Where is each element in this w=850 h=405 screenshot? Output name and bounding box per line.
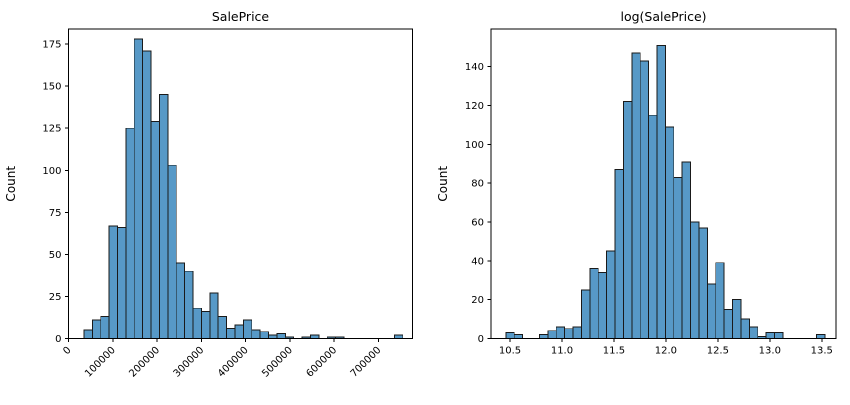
histogram-bar <box>100 316 110 339</box>
y-tick-label: 175 <box>42 40 61 51</box>
histogram-bar <box>268 334 278 339</box>
histogram-bar <box>614 169 624 339</box>
y-tick-label: 140 <box>465 62 484 73</box>
left-chart: 0 25 50 75 100 125 150 175 0 100000 200000 300000 40… <box>4 9 413 380</box>
histogram-bar <box>732 299 742 339</box>
histogram-bar <box>597 272 608 339</box>
histogram-bar <box>209 292 219 339</box>
histogram-bar <box>723 308 734 339</box>
histogram-bar <box>656 44 666 339</box>
x-tick-label: 10.5 <box>499 346 521 357</box>
histogram-bar <box>572 326 582 339</box>
x-tick-label: 200000 <box>127 345 162 380</box>
y-tick-label: 25 <box>49 292 62 303</box>
x-tick-label: 13.5 <box>811 346 833 357</box>
x-tick-label: 12.5 <box>707 346 729 357</box>
histogram-bar <box>706 283 717 339</box>
y-tick-label: 60 <box>471 218 484 229</box>
right-chart: 0 20 40 60 80 100 120 140 10.5 11.0 11.5 12.0 12.5 13… <box>436 9 837 357</box>
chart-title: log(SalePrice) <box>620 9 706 24</box>
histogram-bar <box>539 334 549 339</box>
histogram-bar <box>150 121 160 339</box>
histogram-bar <box>175 262 186 339</box>
histogram-bar <box>217 316 228 339</box>
x-tick-label: 11.5 <box>603 346 625 357</box>
histogram-bar <box>606 250 616 339</box>
y-tick-label: 150 <box>42 82 61 93</box>
x-tick-label: 13.0 <box>759 346 781 357</box>
y-tick-label: 100 <box>465 140 484 151</box>
histogram-bar <box>648 114 658 339</box>
histogram-bar <box>622 101 633 339</box>
histogram-bar <box>226 327 236 339</box>
y-tick-label: 0 <box>55 334 61 345</box>
histogram-bar <box>589 268 599 339</box>
histogram-bar <box>681 161 692 339</box>
y-tick-label: 75 <box>49 208 62 219</box>
x-tick-label: 100000 <box>83 345 118 380</box>
y-axis-label: Count <box>436 166 450 202</box>
histogram-bar <box>192 307 202 339</box>
x-tick-label: 300000 <box>172 345 207 380</box>
x-tick-label: 11.0 <box>551 346 573 357</box>
y-tick-label: 50 <box>49 250 62 261</box>
y-tick-label: 80 <box>471 179 484 190</box>
histogram-bar <box>715 262 725 339</box>
plot-border <box>68 28 413 339</box>
histogram-bar <box>631 52 641 339</box>
histogram-bar <box>310 334 320 339</box>
histogram-bar <box>108 225 118 339</box>
x-tick-label: 700000 <box>349 345 384 380</box>
histogram-bar <box>564 328 574 339</box>
histogram-bar <box>698 227 708 339</box>
histogram-bar <box>690 221 700 339</box>
y-tick-label: 20 <box>471 295 484 306</box>
histogram-bar <box>200 311 211 339</box>
histogram-bar <box>259 331 269 339</box>
y-tick-label: 120 <box>465 101 484 112</box>
histogram-bar <box>117 227 127 339</box>
histogram-bar <box>234 324 244 339</box>
histogram-bar <box>816 334 826 339</box>
x-tick-label: 400000 <box>216 345 251 380</box>
y-tick-label: 100 <box>42 166 61 177</box>
x-tick-label: 0 <box>61 345 73 357</box>
histogram-bar <box>91 319 102 339</box>
histogram-bar <box>547 330 557 339</box>
histogram-bar <box>142 50 152 339</box>
histogram-bar <box>133 38 144 339</box>
y-tick-label: 40 <box>471 256 484 267</box>
y-tick-label: 125 <box>42 124 61 135</box>
y-tick-label: 0 <box>478 334 484 345</box>
histogram-bar <box>184 270 194 339</box>
histogram-bar <box>774 332 784 339</box>
histogram-bar <box>765 332 776 339</box>
chart-title: SalePrice <box>212 9 270 24</box>
histogram-bar <box>555 326 566 339</box>
x-tick-label: 600000 <box>304 345 339 380</box>
histogram-bar <box>740 318 750 339</box>
histogram-bar <box>748 326 759 339</box>
histogram-bar <box>513 334 524 339</box>
histogram-bar <box>251 329 261 339</box>
histogram-bar <box>639 60 650 339</box>
histogram-bar <box>664 126 675 339</box>
histogram-bar <box>673 176 683 339</box>
x-tick-label: 12.0 <box>655 346 677 357</box>
histogram-bar <box>159 94 169 339</box>
plot-border <box>490 28 837 339</box>
histogram-bar <box>393 334 404 339</box>
x-tick-label: 500000 <box>260 345 295 380</box>
histogram-bar <box>505 332 515 339</box>
y-axis-label: Count <box>4 166 18 202</box>
histogram-bar <box>276 333 286 339</box>
histogram-bar <box>580 289 591 339</box>
histogram-bar <box>242 319 253 339</box>
histogram-bar <box>167 164 177 339</box>
histogram-bar <box>125 127 135 339</box>
histogram-bar <box>83 329 93 339</box>
